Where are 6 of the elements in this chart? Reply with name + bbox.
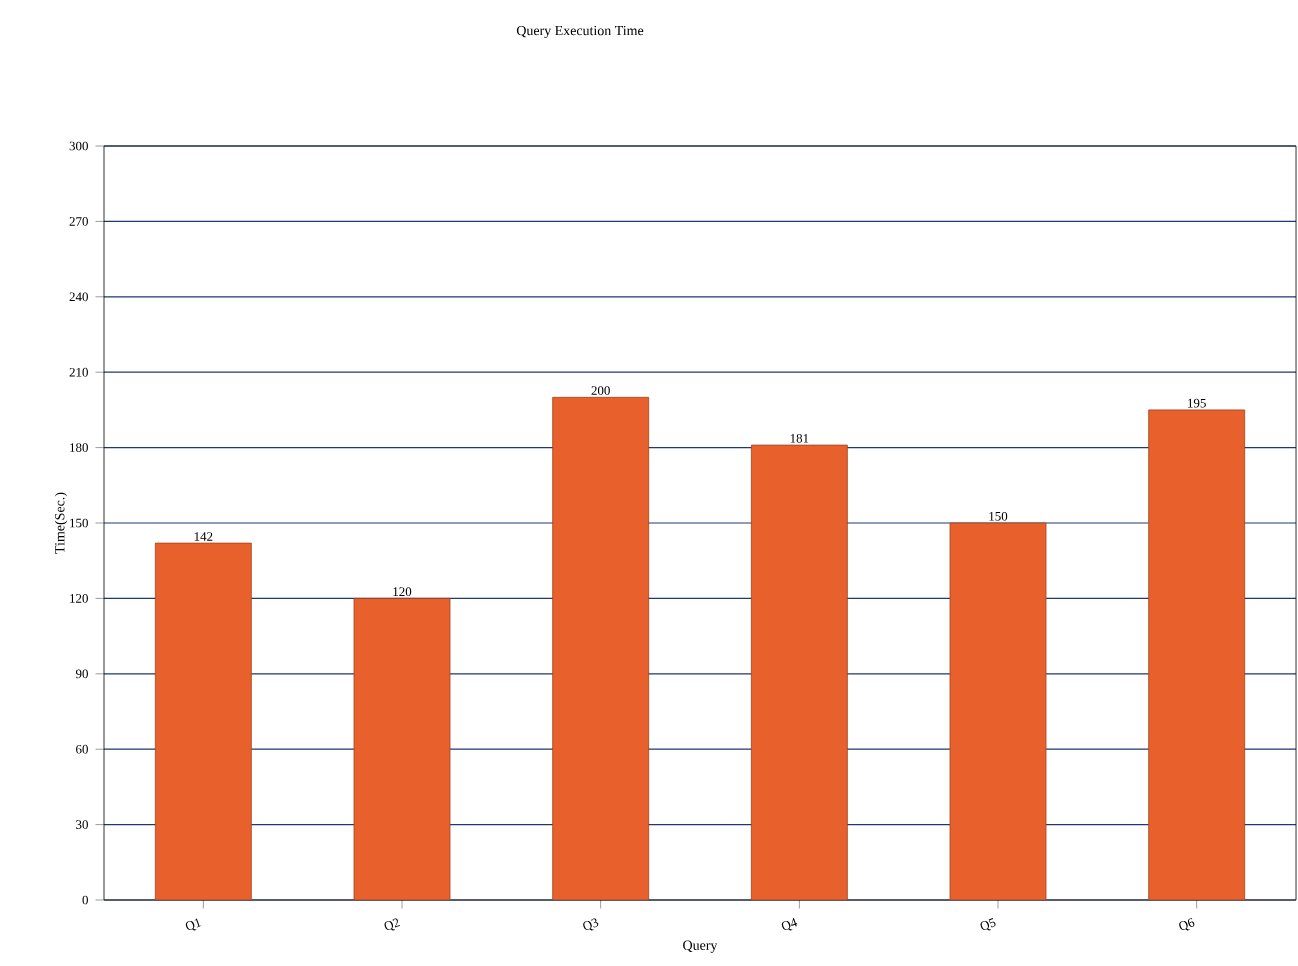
bar bbox=[949, 522, 1047, 900]
bar bbox=[154, 542, 252, 900]
bar bbox=[1148, 409, 1246, 900]
bar bbox=[750, 444, 848, 900]
bar bbox=[552, 396, 650, 900]
bar bbox=[353, 598, 451, 900]
